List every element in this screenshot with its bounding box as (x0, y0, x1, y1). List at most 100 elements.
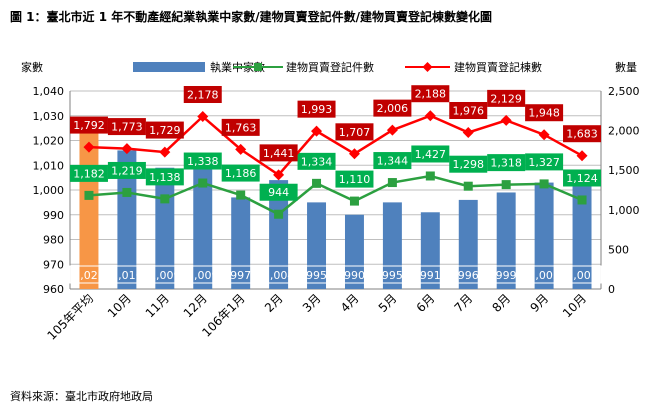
red-value-label: 1,707 (339, 126, 371, 139)
green-value-label-box (221, 164, 260, 182)
red-value-label-box (449, 102, 488, 120)
green-value-label-box (373, 152, 412, 170)
data-point-green (463, 181, 473, 191)
data-point-red (462, 127, 474, 139)
green-value-label-box (297, 152, 336, 170)
y-tick-right: 1,000 (608, 204, 640, 217)
bar (572, 177, 592, 289)
y-tick-left: 1,010 (33, 159, 65, 172)
red-value-label-box (373, 99, 412, 117)
bar-value-label: 996 (458, 269, 479, 282)
green-value-label-box (525, 153, 564, 171)
x-tick-label: 7月 (452, 291, 476, 315)
data-point-red (197, 111, 209, 123)
x-tick-label: 3月 (300, 291, 324, 315)
x-tick-label: 5月 (376, 291, 400, 315)
y-tick-left: 1,030 (33, 110, 65, 123)
bar-value-label: 999 (496, 269, 517, 282)
green-value-label-box (69, 164, 108, 182)
green-value-label-box (563, 169, 602, 187)
red-value-label-box (107, 118, 146, 136)
bar (269, 180, 289, 289)
bar-value-label: 1,016 (111, 269, 143, 282)
data-point-red (121, 143, 133, 155)
bar-value-label: 1,009 (187, 269, 219, 282)
red-value-label-box (183, 86, 222, 104)
data-point-red (386, 124, 398, 136)
red-value-label: 1,773 (111, 121, 143, 134)
bar (193, 167, 213, 289)
data-point-green (349, 196, 359, 206)
bar-value-label: 995 (306, 269, 327, 282)
red-value-label: 2,188 (415, 88, 447, 101)
green-value-label-box (335, 170, 374, 188)
y-tick-right: 0 (608, 283, 615, 296)
red-value-label-box (411, 85, 450, 103)
green-value-label-box (449, 155, 488, 173)
bar (382, 202, 402, 289)
data-point-red (273, 169, 285, 181)
red-value-label-box (525, 104, 564, 122)
green-value-label: 1,327 (528, 156, 560, 169)
red-value-label: 1,683 (566, 128, 598, 141)
legend-swatch-bar (133, 62, 205, 72)
data-point-red (159, 146, 171, 158)
source-note: 資料來源：臺北市政府地政局 (10, 390, 153, 403)
x-tick-label: 6月 (414, 291, 438, 315)
series-line-green (88, 174, 583, 216)
bar-value-label: 1,025 (73, 269, 105, 282)
legend-label-green: 建物買賣登記件數 (286, 60, 374, 74)
red-value-label: 1,441 (263, 147, 295, 160)
x-tick-label: 8月 (490, 291, 514, 315)
y-tick-right: 500 (608, 243, 629, 256)
x-tick-label: 10月 (560, 291, 589, 320)
series-line-red (88, 114, 583, 177)
green-value-label-box (107, 161, 146, 179)
green-value-label: 1,427 (415, 148, 447, 161)
bar (117, 150, 137, 289)
y-tick-left: 1,020 (33, 135, 65, 148)
y-axis-right-title: 數量 (615, 61, 637, 74)
bar-value-label: 1,004 (263, 269, 295, 282)
data-point-green (501, 180, 511, 190)
y-tick-left: 960 (43, 283, 64, 296)
data-point-green (198, 178, 208, 188)
green-value-label: 1,344 (377, 155, 409, 168)
x-tick-label: 2月 (262, 291, 286, 315)
green-value-label: 1,219 (111, 164, 143, 177)
bar-value-label: 997 (230, 269, 251, 282)
data-point-red (311, 125, 323, 137)
bar (344, 214, 364, 289)
data-point-red (348, 148, 360, 160)
data-point-green (312, 178, 322, 188)
x-tick-label: 105年平均 (45, 291, 97, 343)
legend-marker-red (422, 62, 433, 72)
green-value-label: 1,110 (339, 173, 371, 186)
green-value-label: 1,138 (149, 171, 181, 184)
data-point-green (236, 190, 246, 200)
data-point-green (539, 179, 549, 189)
y-tick-right: 2,500 (608, 85, 640, 98)
x-tick-label: 4月 (338, 291, 362, 315)
bar (420, 212, 440, 289)
red-value-label: 2,129 (490, 92, 522, 105)
y-tick-left: 990 (43, 209, 64, 222)
chart: 960 970 980 990 1,000 1,010 1,020 1,030 1,040 0 50… (21, 60, 640, 343)
red-value-label: 2,178 (187, 89, 219, 102)
y-tick-right: 2,000 (608, 125, 640, 138)
bar-value-label: 991 (420, 269, 441, 282)
data-point-red (500, 114, 512, 126)
red-value-label: 1,729 (149, 124, 181, 137)
data-point-green (122, 187, 132, 197)
data-point-red (83, 141, 95, 153)
y-tick-left: 1,000 (33, 184, 65, 197)
red-value-label-box (69, 116, 108, 134)
data-point-red (576, 150, 588, 162)
y-tick-left: 1,040 (33, 85, 65, 98)
y-axis-left-title: 家數 (21, 60, 43, 74)
green-value-label: 1,318 (490, 157, 522, 170)
x-tick-label: 11月 (143, 291, 172, 320)
data-point-green (577, 195, 587, 205)
bar (458, 199, 478, 289)
red-value-label: 2,006 (377, 102, 409, 115)
